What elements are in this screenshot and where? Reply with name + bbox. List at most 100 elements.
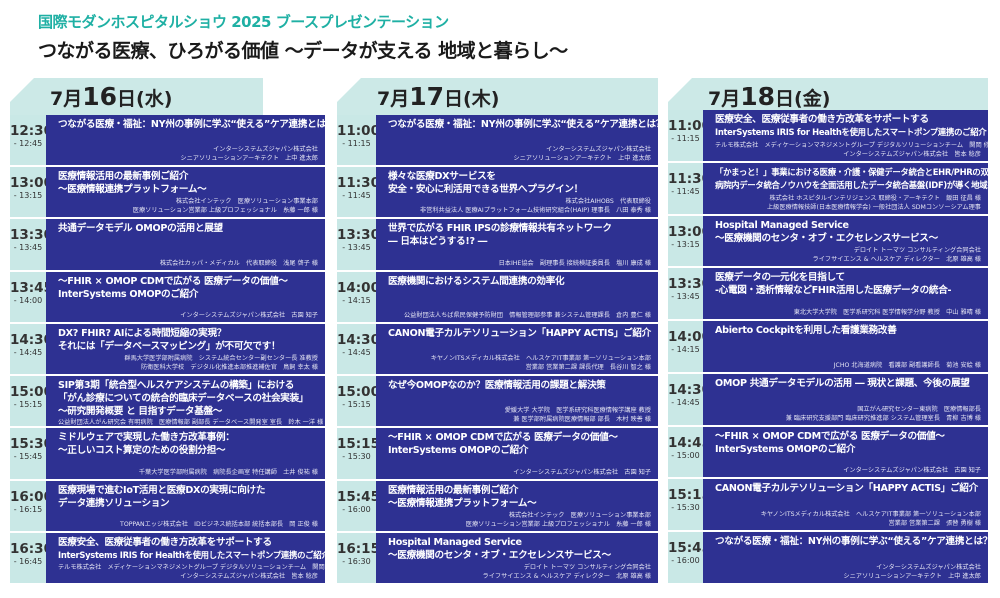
session-row[interactable]: 13:30- 13:45 共通データモデル OMOPの活用と展望 株式会社カッパ・メ… [10,219,325,270]
start-time: 16:00 [10,488,53,505]
session-card[interactable]: ミドルウェアで実現した働き方改革事例： 〜正しいコスト算定のための役割分担〜 千葉大… [46,428,325,479]
time-slot: 14:30- 14:45 [10,323,53,375]
time-slot: 13:00- 13:15 [10,167,53,218]
speaker-line: シニアソリューションアーキテクト 上中 進太郎 [180,155,318,163]
session-card[interactable]: CANON電子カルテソリューション「HAPPY ACTIS」ご紹介 キヤノンITS… [703,479,988,531]
start-time: 11:30 [337,175,380,192]
session-title: 〜FHIR × OMOP CDMで広がる 医療データの価値〜 [58,275,288,287]
time-slot: 13:45- 14:00 [10,271,53,322]
session-row[interactable]: 15:45- 16:00 つながる医療・福祉：NY州の事例に学ぶ“使える”ケア連携… [668,532,988,584]
speaker-line: 株式会社インテック 医療ソリューション事業本部 [175,198,318,206]
session-card[interactable]: 医療データの一元化を目指して -心電図・透析情報などFHIR活用した医療データの統… [703,268,988,320]
speaker-info: キヤノンITSメディカル株式会社 ヘルスケアIT事業部 第一ソリューション本部営… [715,510,981,528]
session-card[interactable]: DX? FHIR? AIによる時間短縮の実現？ それには「データベースマッピング」… [46,323,325,375]
start-time: 13:30 [337,227,380,244]
speaker-info: 日本IHE協会 副理事長 接続検証委員長 塩川 康成 様 [388,259,651,268]
session-card[interactable]: 医療安全、医療従事者の働き方改革をサポートする InterSystems IRIS… [703,110,988,161]
session-row[interactable]: 15:15- 15:30 〜FHIR × OMOP CDMで広がる 医療データの価… [337,428,658,479]
session-card[interactable]: つながる医療・福祉：NY州の事例に学ぶ“使える”ケア連携とは？ インターシステムズ… [46,115,325,166]
end-time: - 13:15 [13,191,43,201]
session-row[interactable]: 13:00- 13:15 医療情報活用の最新事例ご紹介 〜医療情報連携プラットフォー… [10,167,325,218]
session-card[interactable]: OMOP 共通データモデルの活用 ― 現状と課題、今後の展望 国立がん研究センター… [703,373,988,425]
speaker-line: インターシステムズジャパン株式会社 皆本 稔彦 [180,572,318,580]
session-title: 「がん診療についての統合的臨床データベースの社会実装」 [58,393,309,405]
speaker-line: インターシステムズジャパン株式会社 皆本 稔彦 [843,150,981,158]
speaker-line: 東北大学大学院 医学系研究科 医学情報学分野 教授 中山 雅晴 様 [793,309,981,317]
end-time: - 11:15 [671,134,700,143]
session-list: 12:30- 12:45 つながる医療・福祉：NY州の事例に学ぶ“使える”ケア連携… [10,115,325,583]
start-time: 14:30 [10,331,53,348]
speaker-info: 株式会社 ホスピタルインテリジェンス 取締役・アーキテクト 飯田 征昌 様上級医… [715,194,981,212]
session-title: CANON電子カルテソリューション「HAPPY ACTIS」ご紹介 [388,327,651,339]
session-card[interactable]: Hospital Managed Service 〜医療機関のセンタ・オブ・エクセ… [376,532,658,583]
time-slot: 12:30- 12:45 [10,115,53,166]
session-row[interactable]: 16:15- 16:30 Hospital Managed Service 〜医療機… [337,532,658,583]
session-row[interactable]: 16:00- 16:15 医療現場で進むIoT活用と医療DXの実現に向けた データ連… [10,480,325,531]
session-title: 〜医療情報連携プラットフォーム〜 [58,184,207,196]
session-row[interactable]: 15:30- 15:45 ミドルウェアで実現した働き方改革事例： 〜正しいコスト算定… [10,428,325,479]
session-row[interactable]: 11:30- 11:45 様々な医療DXサービスを 安全・安心に利活用できる世界へプ… [337,167,658,218]
session-title: 「かまっと！」事業における医療・介護・保健データ統合とEHR/PHRの双方向連携… [715,166,988,177]
speaker-line: 兼 臨床研究支援部門 臨床研究推進部 システム管理室長 青柳 吉博 様 [785,414,981,422]
end-time: - 16:45 [13,556,43,566]
start-time: 14:45 [668,434,711,451]
end-time: - 13:45 [13,243,43,253]
session-title: 病院内データ統合ノウハウを全面活用したデータ統合基盤(IDF)が導く地域ヘルスケ… [715,179,988,190]
start-time: 13:30 [668,276,711,293]
start-time: 11:00 [668,118,711,134]
session-card[interactable]: 医療情報活用の最新事例ご紹介 〜医療情報連携プラットフォーム〜 株式会社インテック … [376,480,658,531]
session-card[interactable]: Hospital Managed Service 〜医療機関のセンタ・オブ・エクセ… [703,215,988,267]
speaker-info: 公益財団法人ちば県民保健予防財団 情報管理部参事 兼システム管理課長 倉内 豊仁… [388,311,651,320]
session-row[interactable]: 15:15- 15:30 CANON電子カルテソリューション「HAPPY ACTI… [668,479,988,531]
session-card[interactable]: CANON電子カルテソリューション「HAPPY ACTIS」ご紹介キヤノンITS… [376,323,658,375]
session-row[interactable]: 11:00- 11:15 つながる医療・福祉：NY州の事例に学ぶ“使える”ケア連携… [337,115,658,166]
session-row[interactable]: 11:30- 11:45 「かまっと！」事業における医療・介護・保健データ統合とE… [668,162,988,214]
session-row[interactable]: 13:30- 13:45 医療データの一元化を目指して -心電図・透析情報などFHI… [668,268,988,320]
session-card[interactable]: 医療現場で進むIoT活用と医療DXの実現に向けた データ連携ソリューション TOPP… [46,480,325,531]
session-row[interactable]: 14:00- 14:15 Abierto Cockpitを利用した看護業務改善 JC… [668,321,988,372]
session-row[interactable]: 16:30- 16:45 医療安全、医療従事者の働き方改革をサポートする Inter… [10,532,325,583]
session-row[interactable]: 15:00- 15:15 SIP第3期「統合型ヘルスケアシステムの構築」における「… [10,376,325,427]
session-card[interactable]: 「かまっと！」事業における医療・介護・保健データ統合とEHR/PHRの双方向連携… [703,162,988,214]
speaker-info: TOPPANエッジ株式会社 IDビジネス統括本部 統括本部長 岡 正俊 様 [58,520,318,529]
session-card[interactable]: 〜FHIR × OMOP CDMで広がる 医療データの価値〜 InterSyste… [703,426,988,478]
end-time: - 16:00 [671,556,700,566]
speaker-info: キヤノンITSメディカル株式会社 ヘルスケアIT事業部 第一ソリューション本部営… [388,354,651,372]
session-row[interactable]: 14:00- 14:15 医療機関におけるシステム間連携の効率化 公益財団法人ちば県… [337,271,658,322]
session-row[interactable]: 13:30- 13:45 世界で広がる FHIR IPSの診療情報共有ネットワーク… [337,219,658,270]
month: 7月 [377,88,410,110]
session-card[interactable]: つながる医療・福祉：NY州の事例に学ぶ“使える”ケア連携とは？ インターシステムズ… [703,532,988,584]
session-card[interactable]: SIP第3期「統合型ヘルスケアシステムの構築」における 「がん診療についての統合的… [46,376,325,427]
session-card[interactable]: なぜ今OMOPなのか？医療情報活用の課題と解決策 愛媛大学 大学院 医学系研究科医… [376,376,658,427]
session-card[interactable]: 医療情報活用の最新事例ご紹介 〜医療情報連携プラットフォーム〜 株式会社インテック … [46,167,325,218]
session-title: なぜ今OMOPなのか？医療情報活用の課題と解決策 [388,380,606,392]
session-card[interactable]: 様々な医療DXサービスを 安全・安心に利活用できる世界へプラグイン！ 株式会社AIH… [376,167,658,218]
session-card[interactable]: Abierto Cockpitを利用した看護業務改善 JCHO 北海道病院 看護部… [703,321,988,372]
speaker-line: 医療ソリューション営業部 上級プロフェッショナル 糸藤 一郎 様 [465,520,651,528]
session-title: InterSystems OMOPのご紹介 [58,288,199,300]
session-card[interactable]: 医療安全、医療従事者の働き方改革をサポートする InterSystems IRIS… [46,532,325,583]
session-title: 〜FHIR × OMOP CDMで広がる 医療データの価値〜 [388,432,618,444]
session-row[interactable]: 15:00- 15:15 なぜ今OMOPなのか？医療情報活用の課題と解決策 愛媛大学… [337,376,658,427]
session-title: InterSystems OMOPのご紹介 [715,443,856,455]
session-row[interactable]: 14:30- 14:45 OMOP 共通データモデルの活用 ― 現状と課題、今後の… [668,373,988,425]
session-row[interactable]: 14:30- 14:45 CANON電子カルテソリューション「HAPPY ACTI… [337,323,658,375]
session-row[interactable]: 12:30- 12:45 つながる医療・福祉：NY州の事例に学ぶ“使える”ケア連携… [10,115,325,166]
session-card[interactable]: 共通データモデル OMOPの活用と展望 株式会社カッパ・メディカル 代表取締役 浅… [46,219,325,270]
start-time: 13:30 [10,227,53,244]
session-card[interactable]: 世界で広がる FHIR IPSの診療情報共有ネットワーク ― 日本はどうする!? … [376,219,658,270]
session-card[interactable]: 〜FHIR × OMOP CDMで広がる 医療データの価値〜 InterSyste… [46,271,325,322]
session-row[interactable]: 13:45- 14:00 〜FHIR × OMOP CDMで広がる 医療データの価… [10,271,325,322]
session-row[interactable]: 13:00- 13:15 Hospital Managed Service 〜医療機… [668,215,988,267]
session-card[interactable]: 医療機関におけるシステム間連携の効率化 公益財団法人ちば県民保健予防財団 情報管理… [376,271,658,322]
session-row[interactable]: 14:30- 14:45 DX? FHIR? AIによる時間短縮の実現？ それには「… [10,323,325,375]
end-time: - 16:30 [342,556,371,566]
session-row[interactable]: 11:00- 11:15 医療安全、医療従事者の働き方改革をサポートする Inter… [668,110,988,161]
month: 7月 [50,88,83,110]
session-card[interactable]: 〜FHIR × OMOP CDMで広がる 医療データの価値〜 InterSyste… [376,428,658,479]
session-card[interactable]: つながる医療・福祉：NY州の事例に学ぶ“使える”ケア連携とは？ インターシステムズ… [376,115,658,166]
end-time: - 13:45 [671,292,700,302]
session-row[interactable]: 15:45- 16:00 医療情報活用の最新事例ご紹介 〜医療情報連携プラットフォー… [337,480,658,531]
session-row[interactable]: 14:45- 15:00 〜FHIR × OMOP CDMで広がる 医療データの価… [668,426,988,478]
start-time: 12:30 [10,123,53,139]
